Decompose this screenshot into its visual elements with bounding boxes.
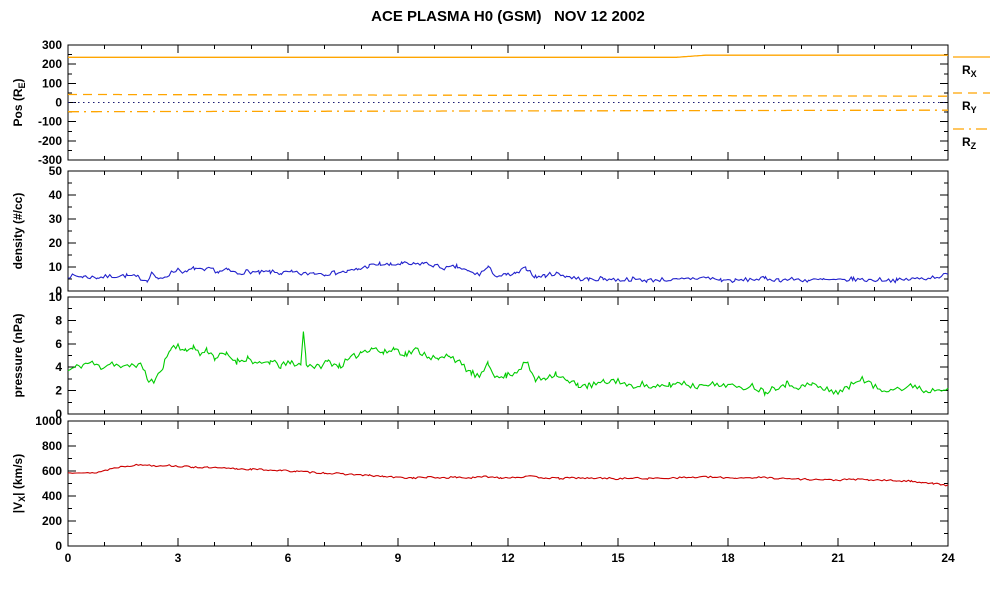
position-y-tick-label: 300 [42,38,62,52]
x-tick-label: 0 [65,551,72,565]
density-panel: 0 10 20 30 40 50 density (#/cc) [11,164,949,298]
velocity-y-tick-label: 800 [42,439,62,453]
density-y-tick-label: 50 [49,164,63,178]
legend-label-R_X: RX [962,63,977,79]
velocity-y-tick-label: 200 [42,514,62,528]
x-tick-label: 21 [831,551,845,565]
velocity-axis-frame [67,420,949,547]
legend-label-R_Z: RZ [962,135,977,151]
density-y-tick-label: 10 [49,260,63,274]
pressure-series-line [67,331,949,397]
x-tick-label: 9 [395,551,402,565]
position-y-tick-label: -100 [38,115,62,129]
position-panel: -300 -200 -100 0 100 200 300 Pos (RE) RX RY RZ [11,38,990,167]
R_Y-series-line [67,93,948,97]
velocity-panel: 0 200 400 600 800 1000 0 3 6 9 12 15 18 21 24 |VX| (km/… [11,414,955,565]
position-y-tick-label: 0 [55,96,62,110]
vx-magnitude-series-line [67,463,949,487]
R_X-series-line [68,54,948,58]
pressure-y-axis-label: pressure (nPa) [11,313,25,397]
position-y-tick-label: -200 [38,134,62,148]
density-y-axis-label: density (#/cc) [11,193,25,270]
density-y-tick-label: 30 [49,212,63,226]
pressure-y-tick-label: 8 [55,313,62,327]
pressure-y-tick-label: 10 [49,290,63,304]
velocity-y-tick-label: 1000 [35,414,62,428]
R_Z-series-line [68,109,948,113]
velocity-y-tick-label: 600 [42,464,62,478]
density-y-tick-label: 0 [55,284,62,298]
position-y-tick-label: -300 [38,153,62,167]
position-y-tick-label: 200 [42,57,62,71]
velocity-y-tick-label: 0 [55,539,62,553]
velocity-y-axis-label: |VX| (km/s) [11,454,27,513]
pressure-y-tick-label: 4 [55,360,62,374]
pressure-y-tick-label: 6 [55,337,62,351]
x-tick-label: 18 [721,551,735,565]
x-tick-label: 24 [941,551,955,565]
x-tick-label: 3 [175,551,182,565]
position-y-axis-label: Pos (RE) [11,78,27,126]
chart-title: ACE PLASMA H0 (GSM) NOV 12 2002 [371,8,645,25]
density-y-tick-label: 40 [49,188,63,202]
pressure-y-tick-label: 2 [55,384,62,398]
velocity-y-tick-label: 400 [42,489,62,503]
density-series-line [67,260,949,284]
pressure-panel: 0 2 4 6 8 10 pressure (nPa) [11,290,949,421]
legend-label-R_Y: RY [962,99,977,115]
position-y-tick-label: 100 [42,76,62,90]
x-tick-label: 15 [611,551,625,565]
density-y-tick-label: 20 [49,236,63,250]
x-tick-label: 12 [501,551,515,565]
pressure-y-tick-label: 0 [55,407,62,421]
x-tick-label: 6 [285,551,292,565]
